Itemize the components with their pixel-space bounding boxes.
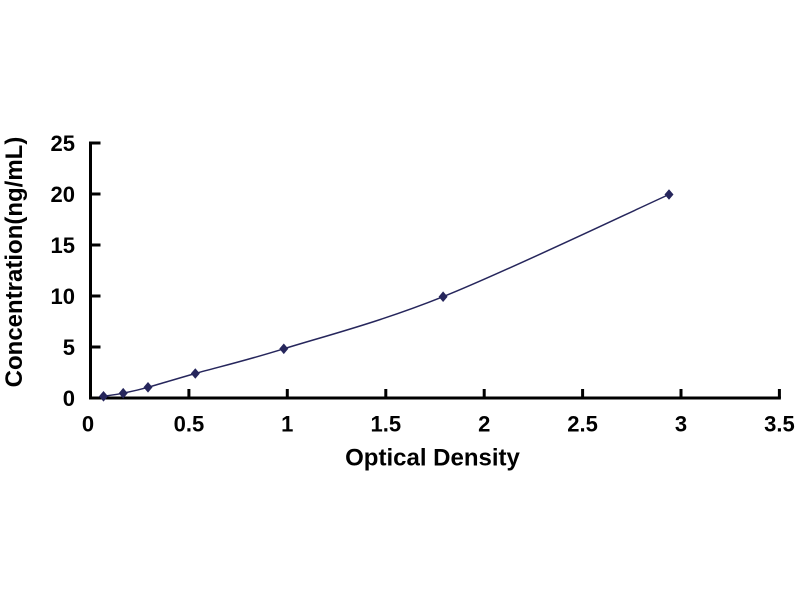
svg-text:2.5: 2.5 (567, 412, 598, 437)
svg-text:3: 3 (675, 412, 687, 437)
svg-text:0: 0 (82, 412, 94, 437)
svg-text:25: 25 (51, 131, 75, 156)
svg-text:3.5: 3.5 (764, 412, 795, 437)
svg-text:0.5: 0.5 (174, 412, 205, 437)
svg-text:1.5: 1.5 (371, 412, 402, 437)
svg-text:15: 15 (51, 233, 75, 258)
svg-text:Concentration(ng/mL): Concentration(ng/mL) (1, 137, 28, 388)
svg-text:20: 20 (51, 182, 75, 207)
svg-text:5: 5 (63, 335, 75, 360)
svg-text:2: 2 (478, 412, 490, 437)
svg-text:10: 10 (51, 284, 75, 309)
svg-text:1: 1 (281, 412, 293, 437)
svg-text:Optical Density: Optical Density (345, 445, 520, 472)
svg-text:0: 0 (63, 386, 75, 411)
